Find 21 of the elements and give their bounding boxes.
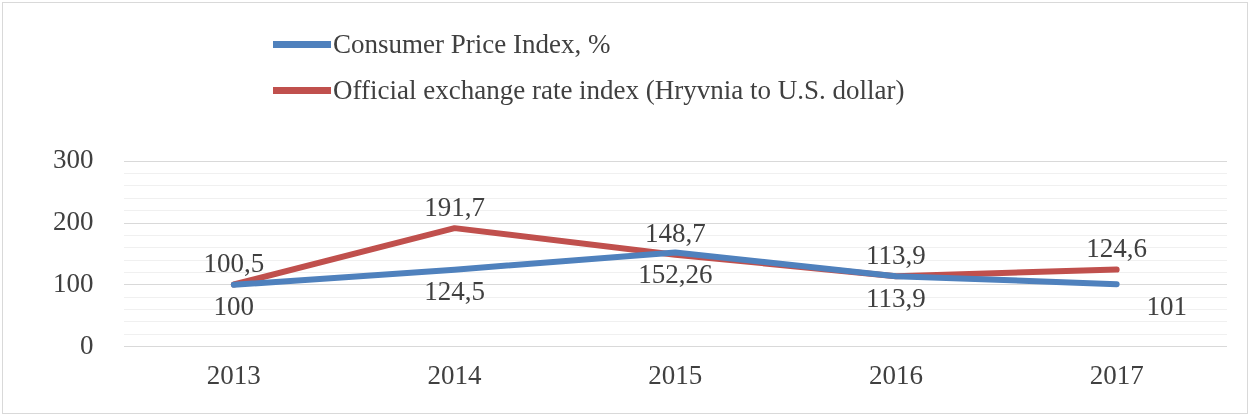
- data-label: 100: [213, 291, 255, 322]
- y-tick-label: 300: [53, 144, 94, 175]
- y-tick-label: 200: [53, 206, 94, 237]
- legend-label: Official exchange rate index (Hryvnia to U.S. dollar): [333, 74, 905, 106]
- y-tick-label: 100: [53, 267, 94, 298]
- x-tick-label: 2015: [648, 359, 703, 390]
- data-label: 113,9: [866, 239, 926, 270]
- legend-label: Consumer Price Index, %: [333, 28, 611, 60]
- data-label: 100,5: [203, 248, 265, 279]
- data-label: 101: [1146, 290, 1187, 321]
- data-label: 148,7: [644, 218, 706, 249]
- data-label: 191,7: [424, 191, 485, 222]
- x-tick-label: 2013: [206, 359, 261, 390]
- data-label: 113,9: [866, 282, 926, 313]
- data-label: 124,5: [424, 276, 485, 307]
- x-tick-label: 2014: [427, 359, 483, 390]
- y-tick-label: 0: [80, 329, 94, 360]
- data-label: 152,26: [638, 259, 713, 290]
- data-label: 124,6: [1086, 233, 1148, 264]
- x-tick-label: 2017: [1089, 359, 1144, 390]
- x-tick-label: 2016: [868, 359, 923, 390]
